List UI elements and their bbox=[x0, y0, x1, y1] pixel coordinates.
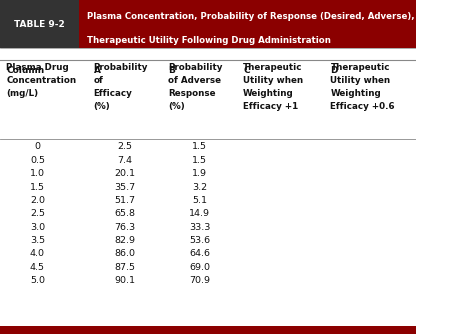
Text: 1.5: 1.5 bbox=[192, 143, 207, 151]
Text: Utility when: Utility when bbox=[330, 76, 391, 85]
Text: 4.0: 4.0 bbox=[30, 249, 45, 258]
Text: 2.5: 2.5 bbox=[30, 209, 45, 218]
Text: 82.9: 82.9 bbox=[114, 236, 135, 245]
Text: 1.5: 1.5 bbox=[192, 156, 207, 165]
Text: Column: Column bbox=[6, 66, 45, 74]
FancyBboxPatch shape bbox=[0, 326, 416, 334]
Text: 1.0: 1.0 bbox=[30, 169, 45, 178]
Text: (%): (%) bbox=[168, 102, 185, 111]
Text: (mg/L): (mg/L) bbox=[6, 89, 38, 98]
FancyBboxPatch shape bbox=[0, 0, 416, 48]
Text: 2.0: 2.0 bbox=[30, 196, 45, 205]
Text: 3.2: 3.2 bbox=[192, 183, 207, 191]
Text: Plasma Concentration, Probability of Response (Desired, Adverse), and: Plasma Concentration, Probability of Res… bbox=[87, 12, 436, 20]
Text: 3.0: 3.0 bbox=[30, 223, 45, 231]
Text: 69.0: 69.0 bbox=[189, 263, 210, 272]
Text: 3.5: 3.5 bbox=[30, 236, 45, 245]
Text: Efficacy: Efficacy bbox=[93, 89, 132, 98]
Text: 5.0: 5.0 bbox=[30, 276, 45, 285]
Text: Weighting: Weighting bbox=[330, 89, 381, 98]
Text: Response: Response bbox=[168, 89, 216, 98]
Text: 35.7: 35.7 bbox=[114, 183, 135, 191]
Text: Plasma Drug: Plasma Drug bbox=[6, 63, 69, 72]
Text: Therapeutic Utility Following Drug Administration: Therapeutic Utility Following Drug Admin… bbox=[87, 36, 331, 45]
Text: 5.1: 5.1 bbox=[192, 196, 207, 205]
Text: Concentration: Concentration bbox=[6, 76, 76, 85]
FancyBboxPatch shape bbox=[0, 140, 416, 154]
FancyBboxPatch shape bbox=[0, 154, 416, 167]
Text: 0.5: 0.5 bbox=[30, 156, 45, 165]
Text: Weighting: Weighting bbox=[243, 89, 294, 98]
Text: 70.9: 70.9 bbox=[189, 276, 210, 285]
FancyBboxPatch shape bbox=[0, 180, 416, 194]
Text: B: B bbox=[168, 66, 175, 74]
FancyBboxPatch shape bbox=[0, 234, 416, 247]
FancyBboxPatch shape bbox=[0, 261, 416, 274]
FancyBboxPatch shape bbox=[0, 247, 416, 261]
Text: Probability: Probability bbox=[93, 63, 148, 72]
Text: 2.5: 2.5 bbox=[117, 143, 132, 151]
Text: 90.1: 90.1 bbox=[114, 276, 135, 285]
Text: C: C bbox=[243, 66, 250, 74]
FancyBboxPatch shape bbox=[0, 274, 416, 287]
Text: D: D bbox=[330, 66, 338, 74]
FancyBboxPatch shape bbox=[0, 220, 416, 234]
Text: Therapeutic: Therapeutic bbox=[243, 63, 302, 72]
Text: 1.9: 1.9 bbox=[192, 169, 207, 178]
Text: Efficacy +0.6: Efficacy +0.6 bbox=[330, 102, 395, 111]
FancyBboxPatch shape bbox=[0, 207, 416, 220]
Text: 87.5: 87.5 bbox=[114, 263, 135, 272]
Text: Efficacy +1: Efficacy +1 bbox=[243, 102, 298, 111]
Text: 86.0: 86.0 bbox=[114, 249, 135, 258]
FancyBboxPatch shape bbox=[0, 194, 416, 207]
Text: 64.6: 64.6 bbox=[189, 249, 210, 258]
Text: TABLE 9-2: TABLE 9-2 bbox=[14, 20, 65, 28]
Text: Therapeutic: Therapeutic bbox=[330, 63, 390, 72]
Text: of Adverse: of Adverse bbox=[168, 76, 221, 85]
Text: 51.7: 51.7 bbox=[114, 196, 135, 205]
Text: A: A bbox=[93, 66, 100, 74]
Text: 14.9: 14.9 bbox=[189, 209, 210, 218]
Text: 0: 0 bbox=[35, 143, 40, 151]
Text: Probability: Probability bbox=[168, 63, 223, 72]
Text: 33.3: 33.3 bbox=[189, 223, 210, 231]
Text: 1.5: 1.5 bbox=[30, 183, 45, 191]
Text: 7.4: 7.4 bbox=[117, 156, 132, 165]
Text: 53.6: 53.6 bbox=[189, 236, 210, 245]
Text: (%): (%) bbox=[93, 102, 110, 111]
Text: Utility when: Utility when bbox=[243, 76, 303, 85]
Text: 4.5: 4.5 bbox=[30, 263, 45, 272]
Text: 20.1: 20.1 bbox=[114, 169, 135, 178]
FancyBboxPatch shape bbox=[0, 167, 416, 180]
Text: of: of bbox=[93, 76, 103, 85]
Text: 65.8: 65.8 bbox=[114, 209, 135, 218]
Text: 76.3: 76.3 bbox=[114, 223, 135, 231]
FancyBboxPatch shape bbox=[0, 0, 79, 48]
